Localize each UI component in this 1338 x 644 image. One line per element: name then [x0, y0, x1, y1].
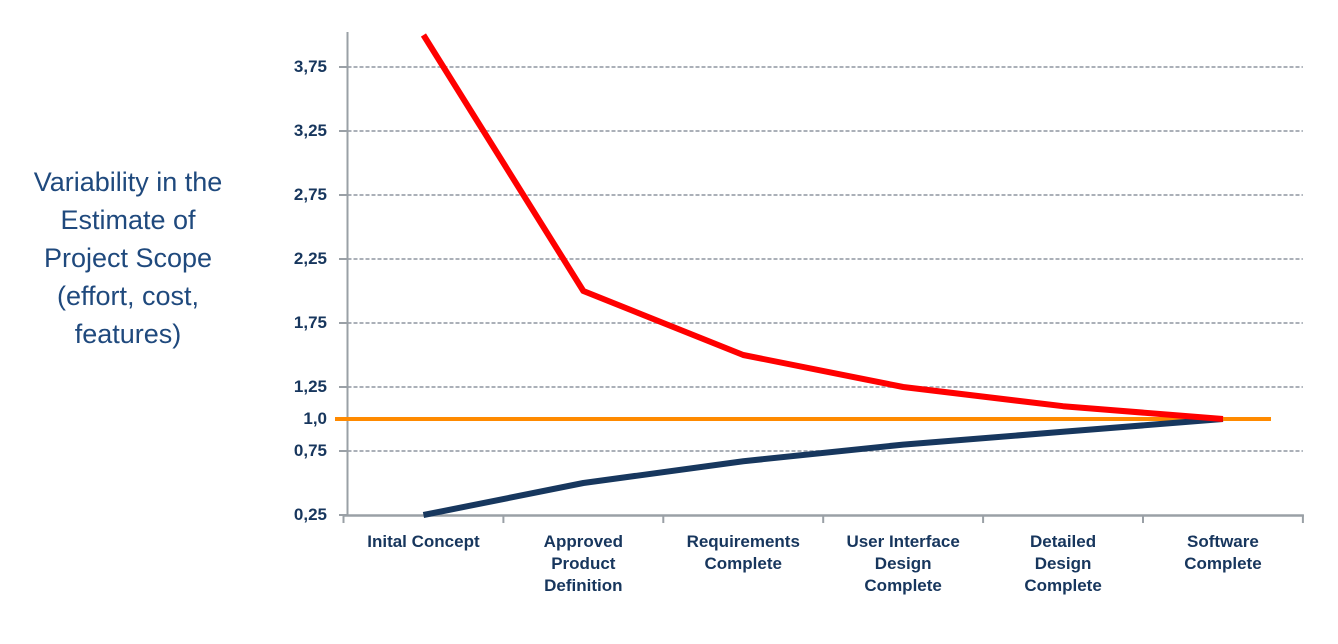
y-tick-label: 2,25 [293, 249, 327, 268]
y-tick-label: 2,75 [293, 185, 327, 204]
x-category-label: Detailed Design Complete [1024, 532, 1102, 595]
y-tick-label: 1,25 [293, 377, 327, 396]
lower-estimate-bound-line [422, 416, 1224, 518]
y-tick-label: 3,75 [293, 57, 327, 76]
y-tick-label: 1,75 [293, 313, 327, 332]
y-tick-label: 0,25 [293, 505, 327, 524]
x-category-label: User Interface Design Complete [846, 532, 960, 595]
x-category-label: Inital Concept [367, 532, 480, 551]
upper-estimate-bound-line [420, 33, 1224, 422]
y-tick-label: 0,75 [293, 441, 327, 460]
y-tick-label: 3,25 [293, 121, 327, 140]
x-category-label: Requirements Complete [686, 532, 800, 573]
y-tick-label: 1,0 [303, 409, 327, 428]
x-category-label: Software Complete [1184, 532, 1262, 573]
y-axis-title: Variability in the Estimate of Project S… [33, 167, 223, 349]
x-category-label: Approved Product Definition [543, 532, 624, 595]
